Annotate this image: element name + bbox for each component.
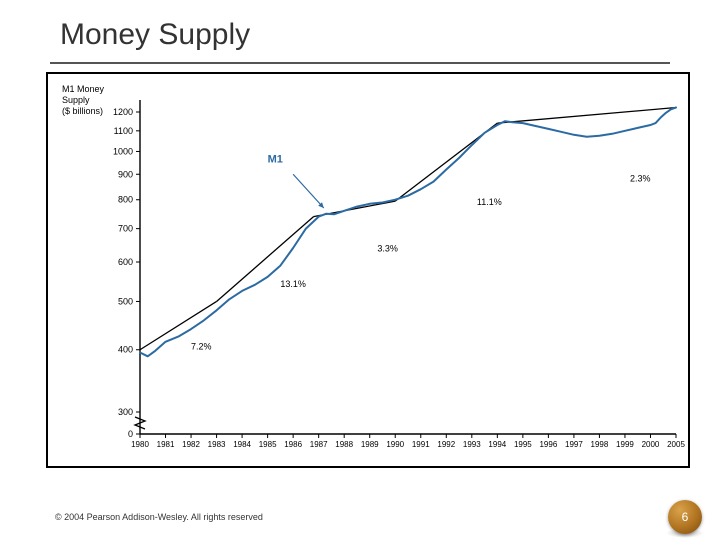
slide-title: Money Supply: [60, 18, 250, 52]
x-tick-label: 1999: [616, 440, 634, 449]
x-tick-label: 1994: [488, 440, 506, 449]
x-tick-label: 1984: [233, 440, 251, 449]
y-tick-label: 1100: [114, 126, 133, 136]
m1-series-line: [140, 108, 676, 357]
slide: Money Supply 0 300 400 500 600 700 800 900 1000 1…: [0, 0, 720, 540]
y-tick-label: 800: [118, 195, 133, 205]
copyright-text: © 2004 Pearson Addison-Wesley. All right…: [55, 512, 263, 522]
x-tick-label: 1981: [157, 440, 175, 449]
y-tick-label: 900: [118, 169, 133, 179]
page-number: 6: [668, 500, 702, 534]
y-tick-label: 1000: [113, 146, 133, 156]
y-tick-label: 300: [118, 407, 133, 417]
x-tick-label: 1989: [361, 440, 379, 449]
trend-label: 3.3%: [377, 243, 398, 253]
x-tick-label: 1983: [208, 440, 226, 449]
x-tick-label: 1995: [514, 440, 532, 449]
y-tick-label: 600: [118, 257, 133, 267]
x-tick-label: 1982: [182, 440, 200, 449]
y-tick-label: 0: [128, 429, 133, 439]
trend-label: 7.2%: [191, 342, 212, 352]
y-axis-label: M1 Money: [62, 84, 105, 94]
x-tick-label: 1985: [259, 440, 277, 449]
trend-segment: [497, 108, 676, 124]
y-tick-label: 1200: [113, 107, 133, 117]
x-tick-label: 1986: [284, 440, 302, 449]
x-tick-label: 1993: [463, 440, 481, 449]
trend-label: 11.1%: [477, 197, 502, 207]
trend-label: 2.3%: [630, 174, 651, 184]
x-tick-label: 1987: [310, 440, 328, 449]
axis-break-icon: [135, 417, 145, 429]
y-tick-label: 500: [118, 296, 133, 306]
series-label: M1: [268, 154, 283, 166]
y-axis-label: Supply: [62, 95, 90, 105]
title-underline: [50, 62, 670, 64]
x-tick-label: 1992: [437, 440, 455, 449]
x-tick-label: 1997: [565, 440, 583, 449]
y-tick-label: 400: [118, 345, 133, 355]
y-axis-label: ($ billions): [62, 106, 103, 116]
x-tick-label: 1991: [412, 440, 430, 449]
chart-frame: 0 300 400 500 600 700 800 900 1000 1100 1200 M1 Mon…: [46, 72, 690, 468]
x-tick-label: 1990: [386, 440, 404, 449]
y-tick-label: 700: [118, 224, 133, 234]
x-tick-label: 1988: [335, 440, 353, 449]
x-tick-label: 1998: [591, 440, 609, 449]
x-tick-label: 2005: [667, 440, 685, 449]
x-tick-label: 2000: [642, 440, 660, 449]
x-tick-label: 1980: [131, 440, 149, 449]
x-tick-label: 1996: [539, 440, 557, 449]
series-arrow: [293, 174, 324, 208]
money-supply-chart: 0 300 400 500 600 700 800 900 1000 1100 1200 M1 Mon…: [48, 74, 688, 466]
trend-label: 13.1%: [280, 279, 306, 289]
